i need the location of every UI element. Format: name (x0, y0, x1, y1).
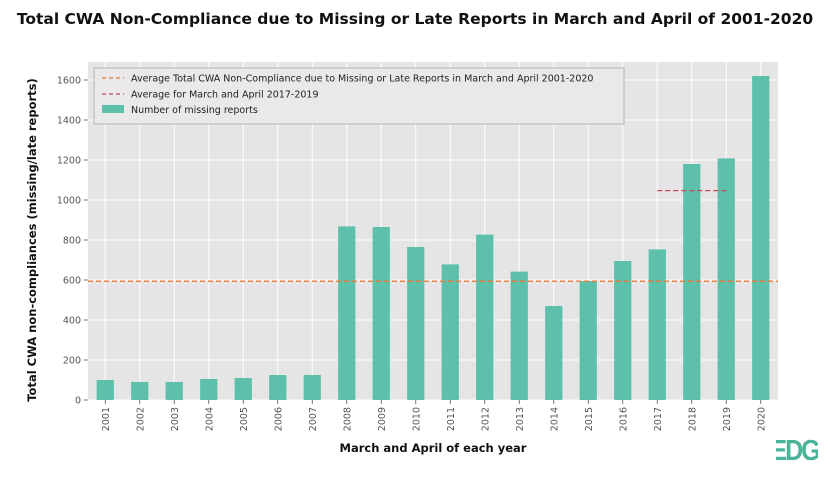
x-tick-label: 2007 (308, 407, 319, 431)
bar-2018 (683, 164, 701, 400)
y-tick-label: 0 (75, 396, 81, 407)
bar-2011 (441, 264, 459, 400)
y-tick-label: 1000 (57, 196, 81, 207)
x-tick-label: 2015 (584, 407, 595, 431)
y-axis-label: Total CWA non-compliances (missing/late … (25, 78, 39, 402)
bar-2016 (614, 261, 632, 400)
x-tick-label: 2004 (204, 407, 215, 431)
bar-2008 (338, 226, 356, 400)
x-tick-label: 2010 (411, 407, 422, 431)
logo-text: EDGI (776, 435, 818, 466)
x-tick-label: 2011 (446, 407, 457, 431)
y-tick-label: 400 (63, 316, 81, 327)
bar-2017 (648, 249, 666, 400)
x-tick-label: 2014 (549, 407, 560, 431)
x-tick-label: 2009 (377, 407, 388, 431)
bar-2005 (234, 378, 252, 400)
y-tick-label: 800 (63, 236, 81, 247)
bar-2019 (717, 158, 735, 400)
legend-label-average-2017-2019: Average for March and April 2017-2019 (131, 90, 319, 101)
x-tick-label: 2013 (515, 407, 526, 431)
bar-2012 (476, 234, 494, 400)
x-tick-label: 2008 (342, 407, 353, 431)
x-tick-label: 2020 (756, 407, 767, 431)
y-tick-label: 200 (63, 356, 81, 367)
y-tick-label: 600 (63, 276, 81, 287)
legend: Average Total CWA Non-Compliance due to … (93, 67, 625, 125)
legend-swatch-missing-reports (102, 105, 124, 113)
legend-label-missing-reports: Number of missing reports (131, 105, 258, 116)
legend-label-average-total: Average Total CWA Non-Compliance due to … (131, 74, 593, 85)
legend-box (93, 67, 625, 125)
x-tick-label: 2018 (687, 407, 698, 431)
x-tick-label: 2019 (722, 407, 733, 431)
bar-2002 (131, 382, 149, 400)
x-axis-label: March and April of each year (340, 441, 527, 455)
bar-2003 (165, 382, 183, 400)
edgi-logo: EDGI (776, 435, 818, 466)
x-tick-label: 2006 (273, 407, 284, 431)
bar-2001 (96, 380, 114, 400)
bar-2014 (545, 306, 563, 400)
x-tick-label: 2012 (480, 407, 491, 431)
x-tick-label: 2005 (239, 407, 250, 431)
bar-2010 (407, 247, 425, 400)
x-tick-label: 2017 (653, 407, 664, 431)
bar-2009 (372, 227, 390, 400)
x-tick-label: 2002 (135, 407, 146, 431)
bar-2020 (752, 76, 770, 400)
y-tick-label: 1600 (57, 76, 81, 87)
chart-title: Total CWA Non-Compliance due to Missing … (16, 10, 814, 28)
y-tick-label: 1400 (57, 116, 81, 127)
y-tick-label: 1200 (57, 156, 81, 167)
bar-2007 (303, 375, 321, 400)
bar-2013 (510, 271, 528, 400)
bar-2006 (269, 375, 287, 400)
bar-2015 (579, 281, 597, 400)
bar-2004 (200, 379, 218, 400)
x-tick-label: 2016 (618, 407, 629, 431)
x-tick-label: 2001 (101, 407, 112, 431)
x-tick-label: 2003 (170, 407, 181, 431)
